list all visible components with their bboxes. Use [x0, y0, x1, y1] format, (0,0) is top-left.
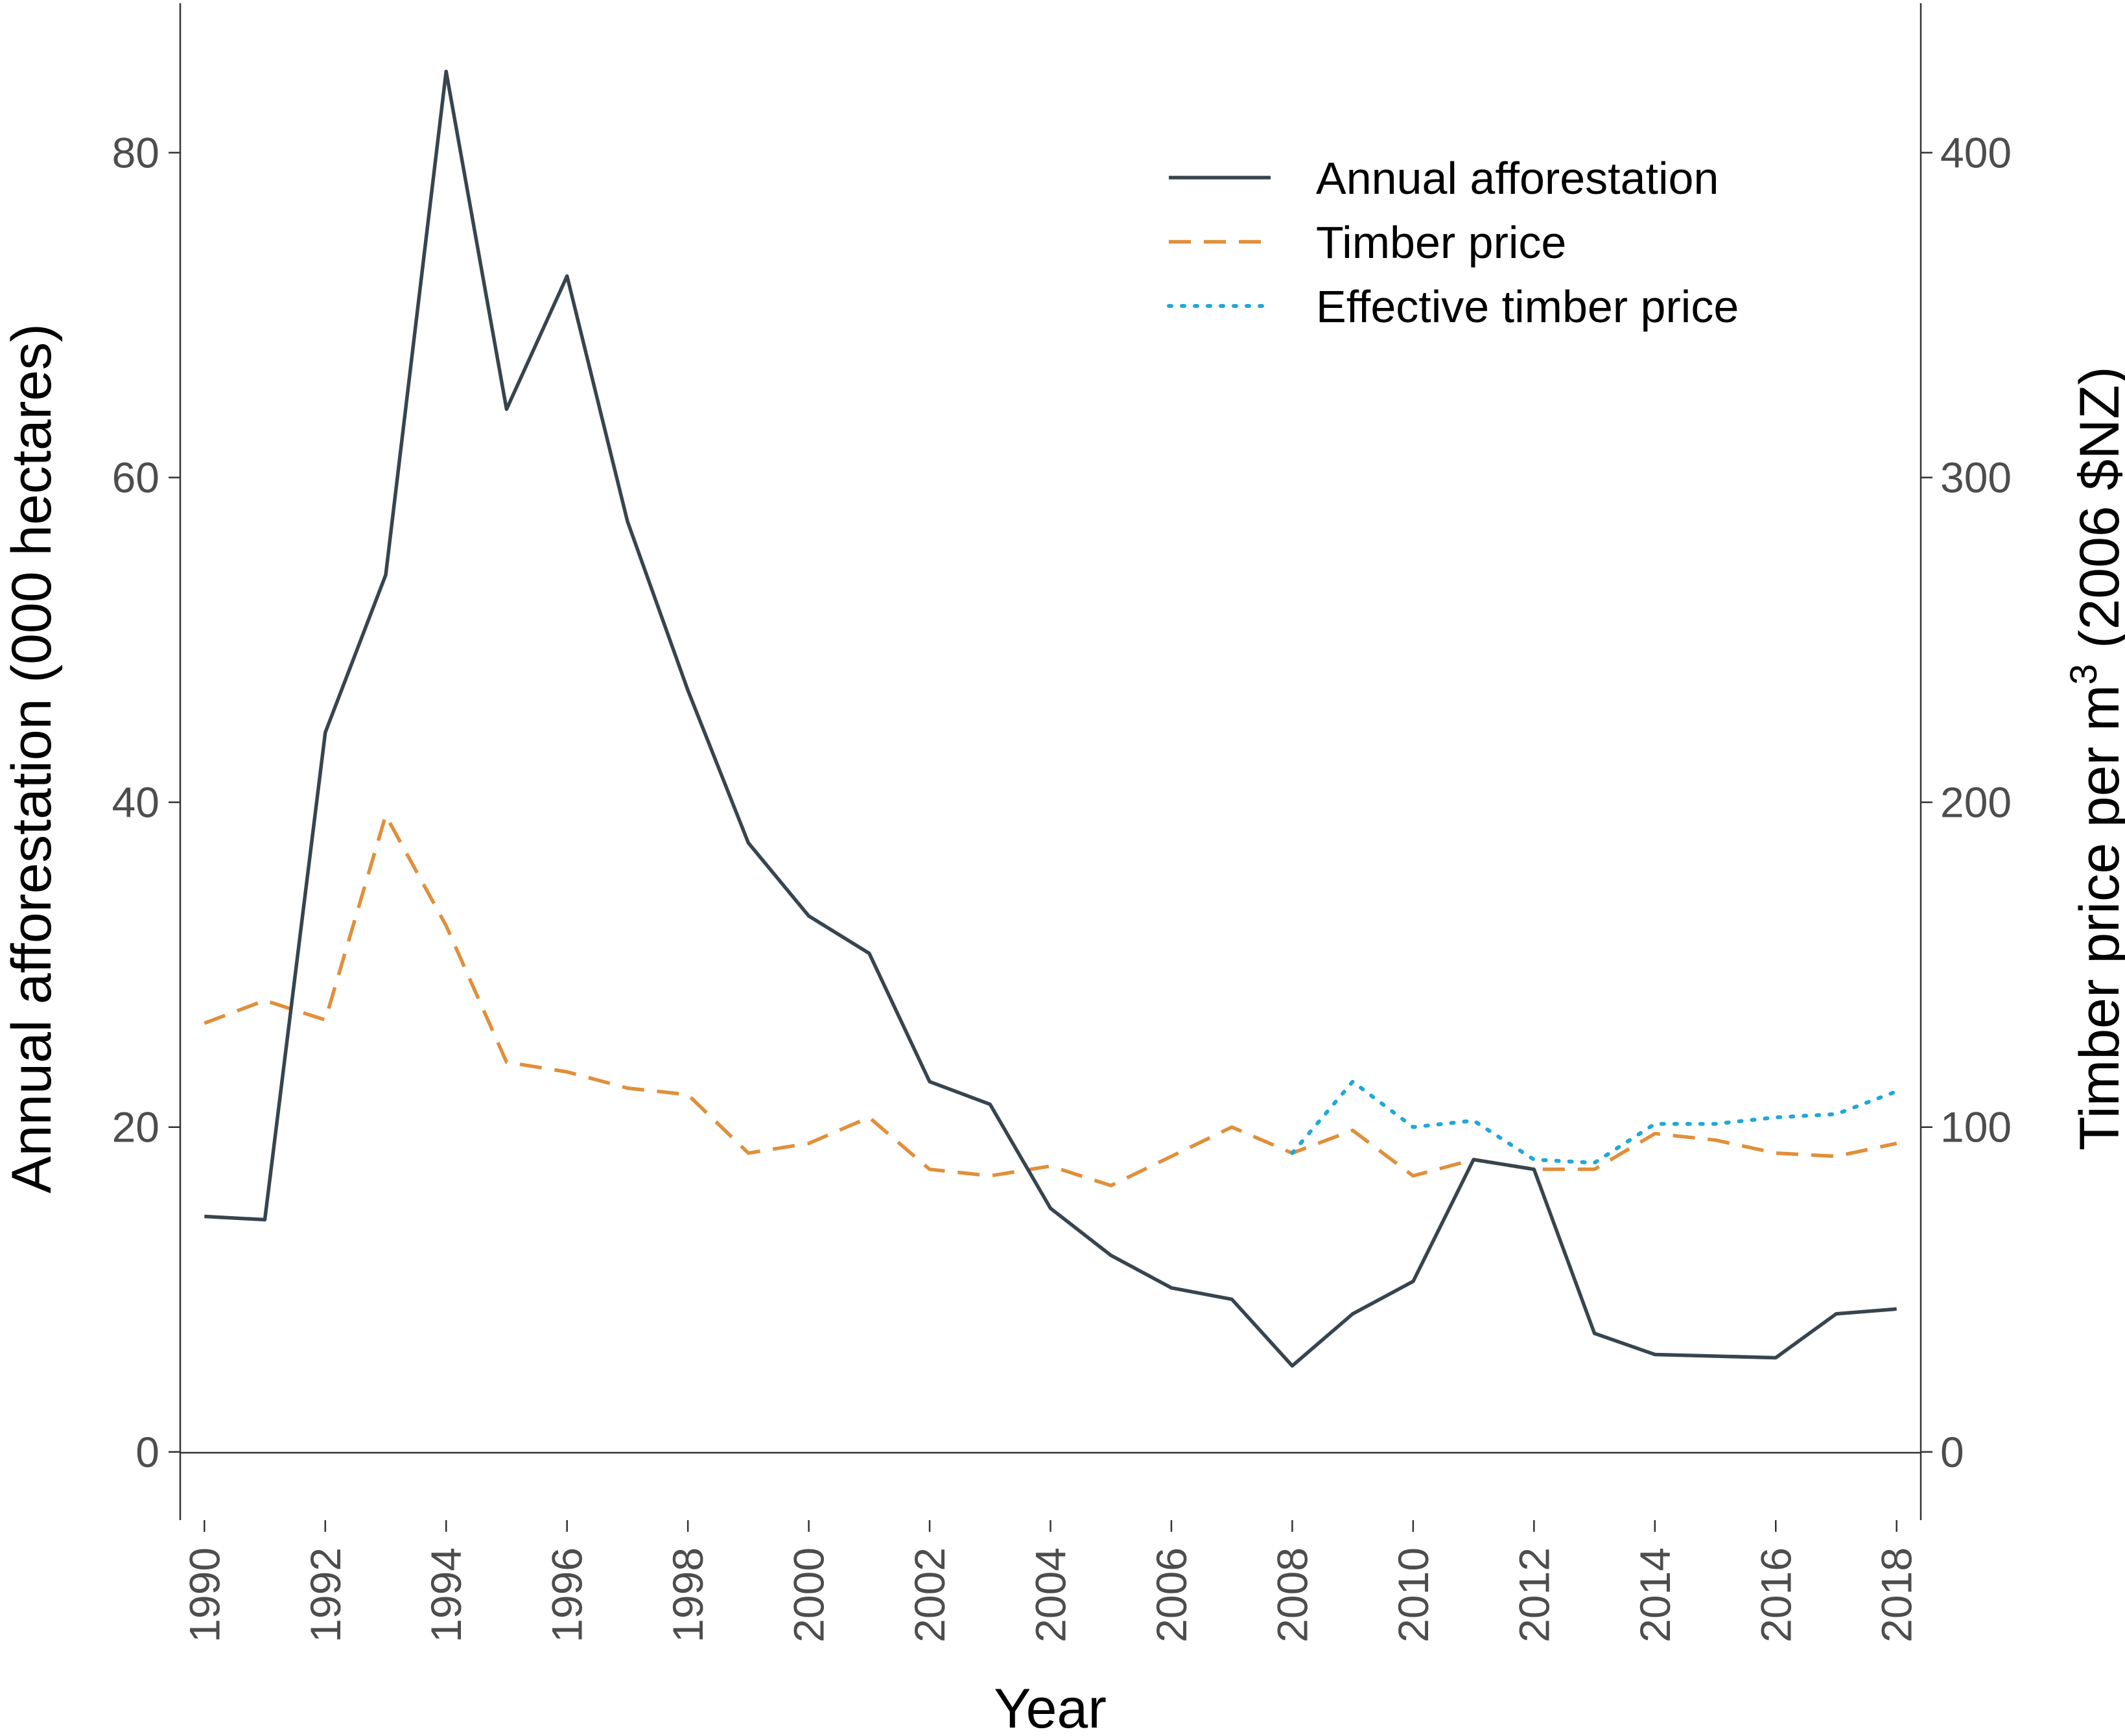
- x-tick-label: 2012: [1510, 1547, 1558, 1643]
- right-y-tick-label: 100: [1940, 1103, 2012, 1151]
- x-tick-label: 1996: [543, 1547, 591, 1643]
- series-line-annual-afforestation: [204, 69, 1897, 1368]
- legend-label: Effective timber price: [1316, 281, 1739, 332]
- x-tick-label: 2018: [1873, 1547, 1921, 1643]
- left-y-tick-label: 0: [135, 1428, 159, 1476]
- x-tick-label: 2014: [1631, 1547, 1679, 1643]
- left-y-axis-title: Annual afforestation (000 hectares): [1, 323, 63, 1193]
- x-tick-label: 1998: [664, 1547, 712, 1643]
- series-line-effective-timber-price: [1290, 1079, 1899, 1165]
- x-tick-label: 2006: [1147, 1547, 1195, 1643]
- left-y-tick-label: 60: [112, 454, 159, 502]
- x-axis-title: Year: [994, 1678, 1107, 1736]
- x-tick-label: 1990: [180, 1547, 228, 1643]
- x-tick-label: 2008: [1268, 1547, 1316, 1643]
- right-y-axis-title: Timber price per m3 (2006 $NZ): [2063, 366, 2125, 1151]
- left-y-ticks: 0 20 40 60 80: [112, 128, 180, 1476]
- right-y-axis-title-units: (2006 $NZ): [2069, 366, 2125, 664]
- right-y-tick-label: 200: [1940, 779, 2012, 827]
- series: [204, 69, 1899, 1368]
- legend: Annual afforestation Timber price Effectiv…: [1167, 153, 1739, 332]
- right-y-axis-title-sup: 3: [2063, 664, 2105, 685]
- right-y-tick-label: 300: [1940, 454, 2012, 502]
- series-line-timber-price: [204, 813, 1897, 1188]
- legend-label: Annual afforestation: [1316, 153, 1719, 204]
- axes: [179, 3, 1922, 1520]
- x-tick-label: 2000: [785, 1547, 833, 1643]
- x-tick-label: 2002: [906, 1547, 954, 1643]
- right-y-tick-label: 0: [1940, 1428, 1964, 1476]
- x-tick-label: 2016: [1752, 1547, 1800, 1643]
- x-tick-label: 2010: [1389, 1547, 1437, 1643]
- right-y-tick-label: 400: [1940, 128, 2012, 176]
- legend-label: Timber price: [1316, 217, 1566, 268]
- x-tick-label: 2004: [1027, 1547, 1075, 1643]
- x-tick-label: 1994: [422, 1547, 470, 1643]
- x-ticks: 1990 1992 1994 1996 1998 2000 2002 2004 2006 2008…: [180, 1520, 1921, 1643]
- left-y-tick-label: 80: [112, 128, 159, 176]
- x-tick-label: 1992: [301, 1547, 349, 1643]
- left-y-tick-label: 20: [112, 1103, 159, 1151]
- right-y-ticks: 0 100 200 300 400: [1921, 128, 2012, 1476]
- right-y-axis-title-main: Timber price per m: [2069, 685, 2125, 1150]
- left-y-tick-label: 40: [112, 779, 159, 827]
